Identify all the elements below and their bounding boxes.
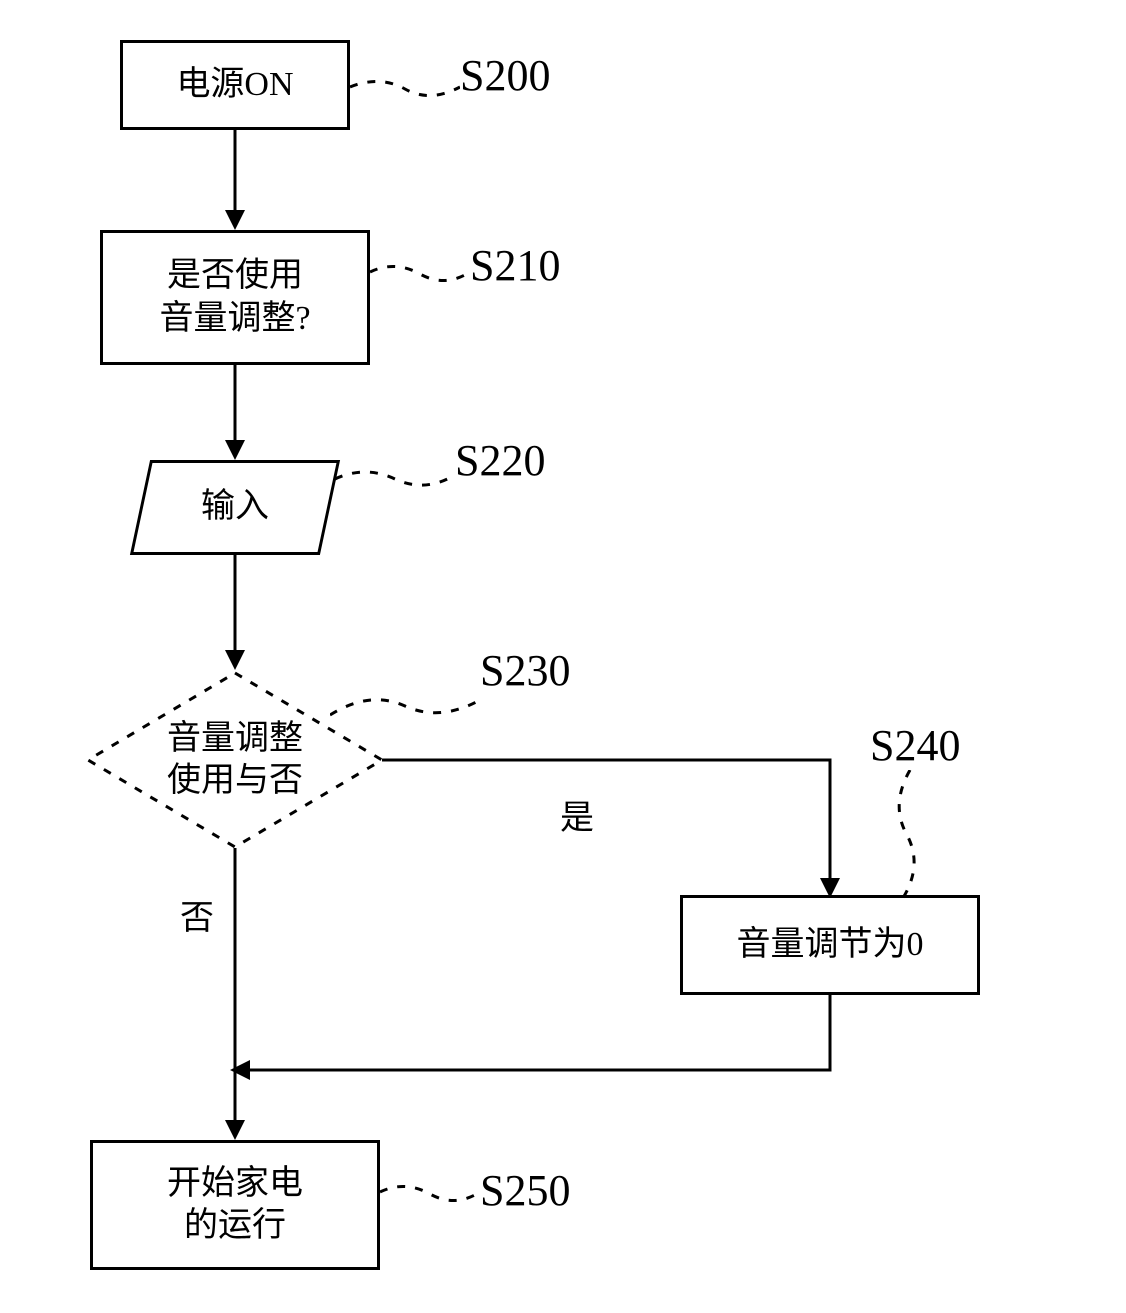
node-label: 是否使用 音量调整? bbox=[159, 255, 310, 340]
leader-s200 bbox=[350, 75, 460, 105]
node-start-appliance: 开始家电 的运行 bbox=[90, 1140, 380, 1270]
leader-s240 bbox=[885, 770, 925, 900]
node-label: 输入 bbox=[201, 486, 269, 529]
step-label-s250: S250 bbox=[480, 1165, 570, 1216]
node-label: 音量调整 使用与否 bbox=[167, 718, 303, 803]
node-label: 开始家电 的运行 bbox=[167, 1163, 303, 1248]
arrow-s230-yes-s240 bbox=[382, 748, 852, 908]
flowchart-container: 电源ON S200 是否使用 音量调整? S210 输入 S220 bbox=[0, 0, 1126, 1313]
step-label-s240: S240 bbox=[870, 720, 960, 771]
node-power-on: 电源ON bbox=[120, 40, 350, 130]
arrow-s230-no-down bbox=[220, 848, 250, 1148]
arrow-s200-s210 bbox=[220, 130, 250, 235]
node-label: 电源ON bbox=[176, 64, 293, 107]
node-volume-zero: 音量调节为0 bbox=[680, 895, 980, 995]
branch-label-yes: 是 bbox=[560, 790, 594, 839]
leader-s250 bbox=[380, 1180, 480, 1210]
step-label-s200: S200 bbox=[460, 50, 550, 101]
node-label: 音量调节为0 bbox=[737, 924, 924, 967]
arrow-s220-s230 bbox=[220, 555, 250, 675]
node-decision-volume: 音量调整 使用与否 bbox=[85, 670, 385, 850]
step-label-s230: S230 bbox=[480, 645, 570, 696]
step-label-s220: S220 bbox=[455, 435, 545, 486]
branch-label-no: 否 bbox=[180, 890, 214, 939]
arrow-s240-merge bbox=[225, 992, 845, 1087]
leader-s210 bbox=[370, 260, 470, 290]
arrow-s210-s220 bbox=[220, 365, 250, 465]
node-use-volume-adjust: 是否使用 音量调整? bbox=[100, 230, 370, 365]
step-label-s210: S210 bbox=[470, 240, 560, 291]
leader-s220 bbox=[335, 465, 455, 495]
node-input: 输入 bbox=[130, 460, 340, 555]
